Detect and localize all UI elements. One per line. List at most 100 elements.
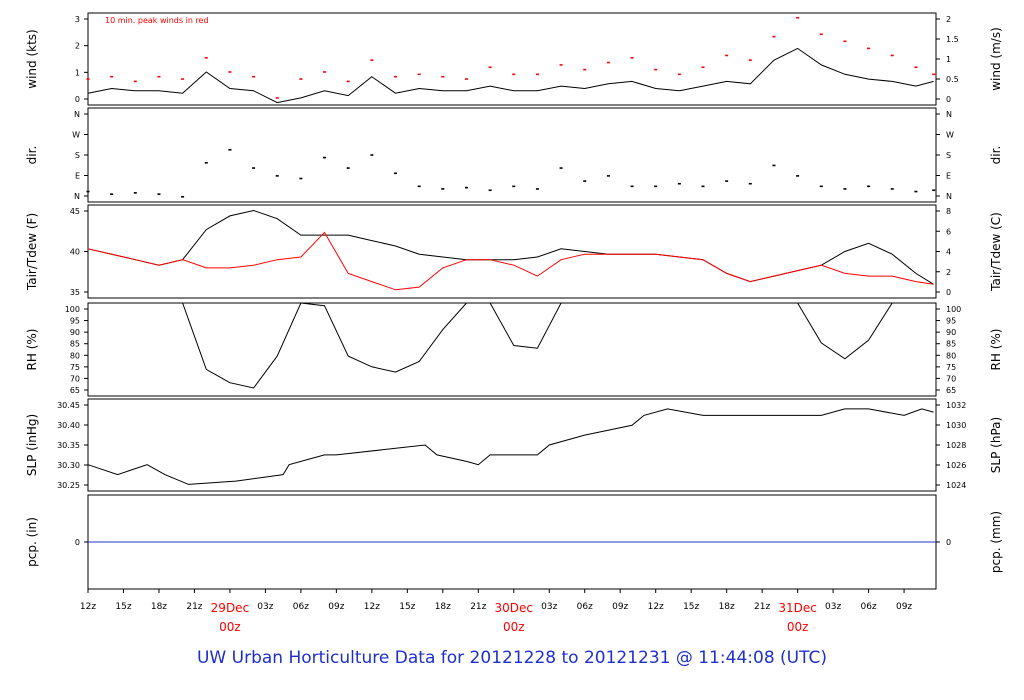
dir-ytick-label-right: W: [946, 131, 954, 140]
wind-ytick-label-left: 2: [75, 42, 80, 51]
rh-rh-line: [88, 302, 934, 389]
temp-ytick-label-left: 45: [70, 207, 80, 216]
x-tick-label: 06z: [293, 602, 309, 612]
dir-direction-point: [867, 185, 871, 188]
wind-ytick-label-right: 2: [946, 15, 951, 24]
wind-peak-point: [252, 75, 256, 78]
wind-peak-point: [630, 57, 634, 59]
x-tick-label: 09z: [612, 602, 628, 612]
wind-peak-point: [701, 66, 705, 69]
rh-panel-frame: [87, 302, 937, 397]
dir-ytick-label-left: S: [75, 151, 80, 160]
rh-ytick-label-right: 70: [946, 374, 956, 383]
wind-peak-point: [914, 66, 918, 69]
dir-direction-point: [932, 189, 936, 192]
dir-direction-point: [606, 175, 610, 177]
dir-panel-frame: [87, 107, 937, 203]
temp-ytick-label-right: 2: [946, 268, 951, 277]
wind-annotation: 10 min. peak winds in red: [105, 16, 209, 25]
wind-peak-point: [583, 68, 587, 71]
wind-ytick-label-right: 1.5: [946, 35, 959, 44]
wind-ytick-label-left: 3: [75, 15, 80, 24]
slp-ytick-label-left: 30.40: [57, 421, 80, 430]
dir-direction-point: [110, 193, 114, 195]
wind-peak-point: [204, 57, 208, 59]
rh-ytick-label-right: 85: [946, 340, 956, 349]
dir-ytick-label-left: N: [74, 192, 80, 201]
x-tick-label: 18z: [719, 602, 735, 612]
wind-peak-point: [228, 71, 232, 73]
wind-wind-line: [87, 47, 934, 104]
temp-ylabel-left: Tair/Tdew (F): [25, 213, 39, 291]
dir-direction-point: [630, 185, 634, 188]
dir-direction-point: [559, 167, 563, 169]
wind-peak-point: [819, 33, 823, 36]
slp-ytick-label-right: 1032: [946, 401, 966, 410]
rh-ytick-label-left: 65: [70, 386, 80, 395]
day-label-date: 31Dec: [778, 601, 817, 615]
x-tick-label: 12z: [648, 602, 664, 612]
wind-ylabel-right: wind (m/s): [989, 27, 1003, 91]
rh-ylabel-left: RH (%): [25, 329, 39, 371]
wind-ytick-label-right: 0: [946, 95, 951, 104]
x-tick-label: 18z: [435, 602, 451, 612]
temp-ytick-label-right: 6: [946, 227, 951, 236]
x-tick-label: 12z: [80, 602, 96, 612]
wind-peak-point: [275, 97, 279, 99]
temp-tair-line: [87, 209, 934, 285]
x-tick-label: 12z: [364, 602, 380, 612]
dir-direction-point: [228, 148, 232, 151]
dir-direction-point: [370, 154, 374, 156]
wind-peak-point: [512, 73, 516, 76]
x-tick-label: 06z: [860, 602, 876, 612]
slp-ytick-label-left: 30.25: [57, 481, 80, 490]
dir-direction-point: [701, 185, 705, 188]
slp-ylabel-right: SLP (hPa): [989, 417, 1003, 473]
wind-ytick-label-right: 1: [946, 55, 951, 64]
dir-direction-point: [441, 188, 445, 190]
wind-peak-point: [932, 73, 936, 76]
dir-direction-point: [819, 185, 823, 188]
dir-direction-point: [677, 182, 681, 185]
dir-direction-point: [772, 164, 776, 167]
dir-direction-point: [654, 185, 658, 188]
dir-ylabel-right: dir.: [989, 146, 1003, 165]
wind-peak-point: [441, 75, 445, 78]
dir-direction-point: [157, 193, 161, 195]
rh-ytick-label-left: 100: [65, 305, 80, 314]
dir-direction-point: [417, 185, 421, 188]
slp-panel-frame: [87, 398, 937, 492]
pcp-ytick-label-right: 0: [946, 538, 951, 547]
wind-peak-point: [464, 78, 468, 80]
dir-ylabel-left: dir.: [25, 146, 39, 165]
wind-peak-point: [323, 71, 327, 73]
wind-peak-point: [417, 73, 421, 76]
x-tick-label: 06z: [577, 602, 593, 612]
x-tick-label: 03z: [257, 602, 273, 612]
wind-peak-point: [606, 61, 610, 64]
x-tick-label: 09z: [328, 602, 344, 612]
wind-peak-point: [488, 66, 492, 69]
wind-peak-point: [559, 64, 563, 66]
temp-ylabel-right: Tair/Tdew (C): [989, 212, 1003, 292]
dir-direction-point: [914, 190, 918, 193]
dir-ytick-label-right: E: [946, 172, 951, 181]
slp-ylabel-left: SLP (inHg): [25, 414, 39, 476]
pcp-ytick-label-left: 0: [75, 538, 80, 547]
wind-peak-point: [748, 59, 752, 61]
dir-direction-point: [394, 172, 398, 175]
dir-ytick-label-right: N: [946, 192, 952, 201]
wind-ytick-label-right: 0.5: [946, 75, 959, 84]
rh-ytick-label-left: 95: [70, 317, 80, 326]
dir-direction-point: [583, 180, 587, 182]
wind-peak-point: [796, 16, 800, 19]
temp-panel-frame: [87, 204, 937, 299]
slp-ytick-label-left: 30.30: [57, 461, 80, 470]
wind-peak-point: [110, 75, 114, 78]
rh-ytick-label-left: 80: [70, 351, 80, 360]
rh-ytick-label-right: 90: [946, 328, 956, 337]
wind-ytick-label-left: 0: [75, 95, 80, 104]
temp-tdew-line: [87, 231, 934, 291]
rh-ytick-label-left: 90: [70, 328, 80, 337]
